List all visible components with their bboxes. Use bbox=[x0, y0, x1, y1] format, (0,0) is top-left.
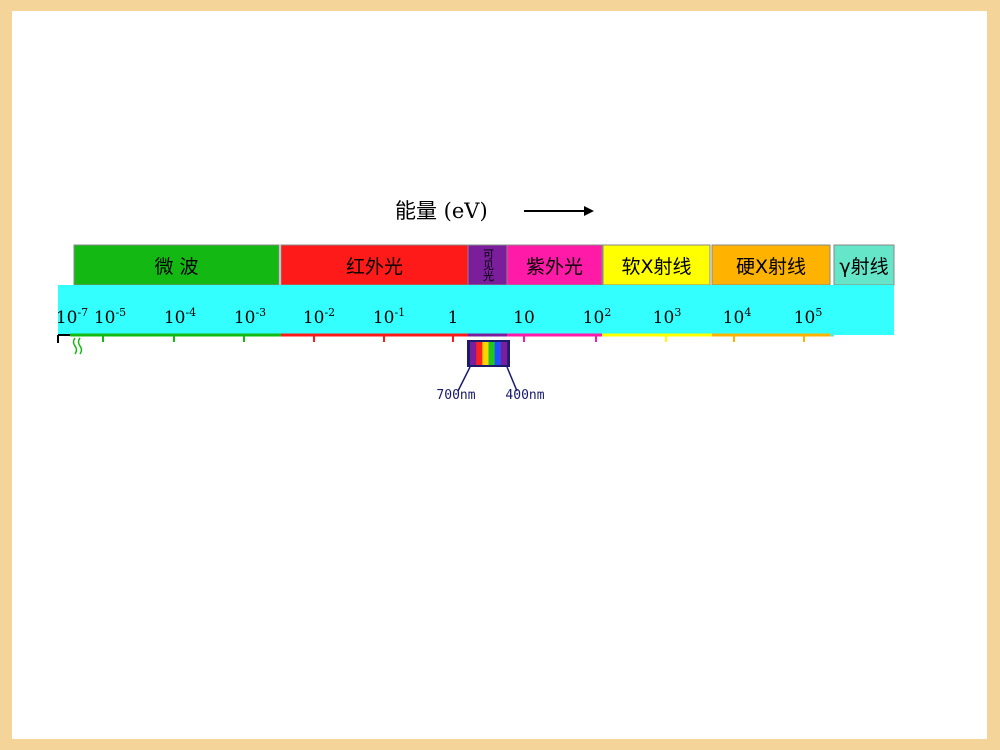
energy-scale-strip bbox=[58, 285, 894, 335]
tick-label: 10-7 bbox=[56, 306, 88, 328]
tick-label: 105 bbox=[794, 306, 823, 328]
band-box: 红外光 bbox=[280, 244, 469, 286]
tick-label: 102 bbox=[583, 306, 612, 328]
tick-label: 103 bbox=[653, 306, 682, 328]
spectrum-stripe bbox=[494, 342, 502, 365]
spectrum-stripe bbox=[476, 342, 483, 365]
band-boxes: 微 波 红外光 可见光 紫外光 软X射线 硬X射线 γ射线 bbox=[73, 244, 895, 286]
band-box: 硬X射线 bbox=[711, 244, 831, 286]
spectrum-stripe bbox=[500, 342, 508, 365]
tick-label: 10-3 bbox=[234, 306, 266, 328]
tick-label: 10-2 bbox=[303, 306, 335, 328]
energy-arrow-icon bbox=[524, 206, 594, 216]
band-baseline bbox=[70, 333, 834, 342]
tick-labels: 10-7 10-5 10-4 10-3 10-2 10-1 1 10 102 103 104 105 bbox=[56, 306, 823, 328]
band-box: 微 波 bbox=[73, 244, 280, 286]
band-box: 可见光 bbox=[467, 244, 508, 286]
band-label: 硬X射线 bbox=[736, 256, 806, 278]
band-label: 软X射线 bbox=[621, 256, 691, 278]
energy-label: 能量 (eV) bbox=[395, 199, 488, 223]
tick-label: 1 bbox=[448, 308, 459, 328]
band-box: γ射线 bbox=[833, 244, 895, 286]
tick-label: 10-4 bbox=[164, 306, 196, 328]
band-box: 软X射线 bbox=[602, 244, 711, 286]
band-label: 微 波 bbox=[154, 256, 198, 278]
band-label: γ射线 bbox=[839, 256, 888, 278]
band-box: 紫外光 bbox=[506, 244, 603, 286]
axis-break-icon bbox=[57, 334, 83, 355]
em-spectrum-diagram: 能量 (eV) 微 波 红外光 可见光 紫外光 软X射线 硬X射线 γ射线 10-7 10-5… bbox=[56, 199, 895, 403]
tick-label: 104 bbox=[723, 306, 752, 328]
band-label: 可见光 bbox=[482, 249, 495, 283]
tick-label: 10-1 bbox=[373, 306, 405, 328]
spectrum-stripe bbox=[470, 342, 477, 365]
spectrum-stripe bbox=[488, 342, 495, 365]
wavelength-400nm-label: 400nm bbox=[505, 388, 544, 403]
slide-canvas: 能量 (eV) 微 波 红外光 可见光 紫外光 软X射线 硬X射线 γ射线 10-7 10-5… bbox=[12, 11, 987, 739]
band-label: 红外光 bbox=[346, 256, 403, 278]
spectrum-stripe bbox=[482, 342, 489, 365]
tick-label: 10 bbox=[513, 308, 535, 328]
band-label: 紫外光 bbox=[526, 256, 583, 278]
visible-zoom-right-line bbox=[506, 366, 518, 392]
visible-zoom-left-line bbox=[457, 366, 471, 392]
tick-label: 10-5 bbox=[94, 306, 126, 328]
wavelength-700nm-label: 700nm bbox=[436, 388, 475, 403]
visible-spectrum-stripes bbox=[470, 342, 508, 365]
